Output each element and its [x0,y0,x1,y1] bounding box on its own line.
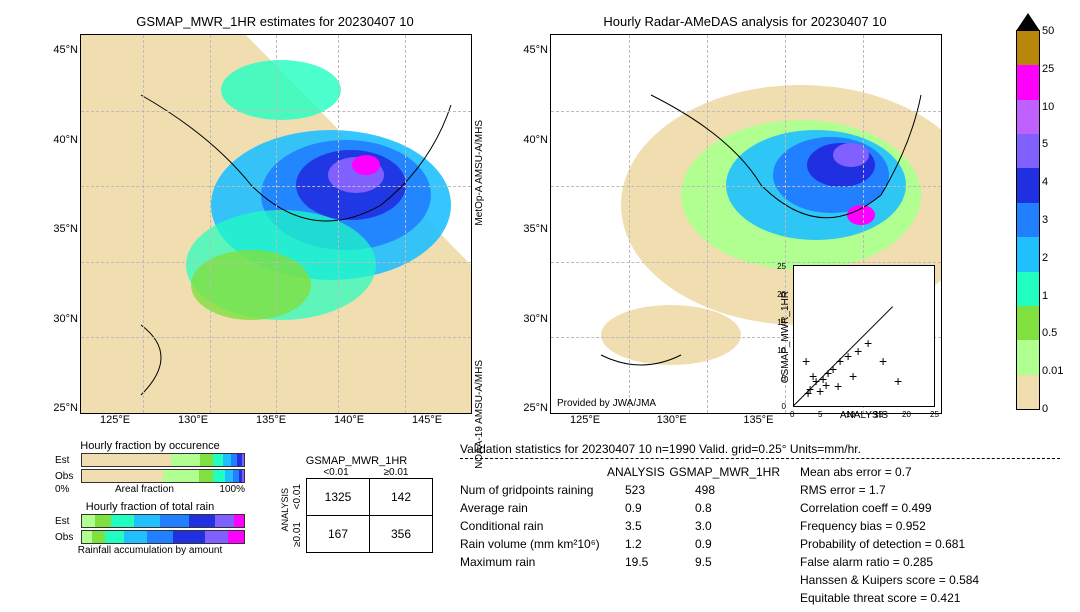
scatter-xlabel: ANALYSIS [794,410,934,421]
scatter-plot: +++ +++ +++ +++ +++ +++ ANALYSIS GSMAP_M… [793,265,935,407]
contingency-panel: GSMAP_MWR_1HR ANALYSIS <0.01 ≥0.01 <0.01… [280,455,433,553]
stats-score: Hanssen & Kuipers score = 0.584 [800,571,1060,589]
svg-text:+: + [822,377,830,393]
contingency-table: 1325142 167356 [306,478,433,553]
map-right-title: Hourly Radar-AMeDAS analysis for 2023040… [550,14,940,29]
svg-text:+: + [804,385,812,401]
frac-rain-obs-label: Obs [55,532,77,543]
stats-row-label: Num of gridpoints raining [460,481,625,499]
frac-occ-xlabel: Areal fraction [115,484,174,495]
frac-rain-obs-bar [81,530,245,544]
frac-occ-est-label: Est [55,455,77,466]
stats-score: Mean abs error = 0.7 [800,463,1060,481]
svg-text:+: + [834,378,842,394]
stats-title: Validation statistics for 20230407 10 n=… [460,442,1060,459]
frac-rain-est-bar [81,514,245,528]
frac-rain-footer: Rainfall accumulation by amount [55,545,245,556]
fraction-occurrence-panel: Hourly fraction by occurence Est Obs 0% … [55,440,245,556]
cont-row-1: ≥0.01 [292,522,306,547]
frac-occ-xmin: 0% [55,484,69,495]
cont-col-0: <0.01 [306,467,366,478]
svg-text:+: + [879,353,887,369]
scatter-ylabel: GSMAP_MWR_1HR [780,291,791,383]
stats-panel: Validation statistics for 20230407 10 n=… [460,442,1060,607]
frac-occ-title: Hourly fraction by occurence [55,440,245,452]
cont-10: 167 [307,516,370,553]
stats-row-label: Rain volume (mm km²10⁶) [460,535,625,553]
cont-row-0: <0.01 [292,484,306,509]
stats-row-label: Maximum rain [460,553,625,571]
stats-score: False alarm ratio = 0.285 [800,553,1060,571]
sat-label-1: MetOp-A AMSU-A/MHS [474,120,485,226]
svg-text:+: + [844,348,852,364]
cont-11: 356 [370,516,433,553]
frac-occ-obs-bar [81,469,245,483]
svg-text:+: + [802,353,810,369]
svg-text:+: + [836,353,844,369]
map-right-credit: Provided by JWA/JMA [557,398,656,409]
stats-score: RMS error = 1.7 [800,481,1060,499]
map-left-title: GSMAP_MWR_1HR estimates for 20230407 10 [80,14,470,29]
stats-row-label: Conditional rain [460,517,625,535]
svg-text:+: + [864,335,872,351]
stats-score: Frequency bias = 0.952 [800,517,1060,535]
frac-occ-xmax: 100% [219,484,245,495]
map-right-panel: Provided by JWA/JMA +++ +++ +++ +++ +++ … [550,34,942,414]
stats-score: Correlation coeff = 0.499 [800,499,1060,517]
frac-occ-obs-label: Obs [55,471,77,482]
colorbar: 502510543210.50.010 [1016,30,1040,410]
frac-occ-est-bar [81,453,245,467]
cont-00: 1325 [307,479,370,516]
stats-colh-1: GSMAP_MWR_1HR [669,463,780,481]
contingency-row-header: ANALYSIS [280,488,290,531]
svg-text:+: + [854,343,862,359]
stats-row-label: Average rain [460,499,625,517]
contingency-col-header: GSMAP_MWR_1HR [280,455,433,467]
map-left-panel [80,34,472,414]
frac-rain-est-label: Est [55,516,77,527]
stats-score: Probability of detection = 0.681 [800,535,1060,553]
svg-text:+: + [894,373,902,389]
svg-text:+: + [809,368,817,384]
stats-score: Equitable threat score = 0.421 [800,589,1060,607]
cont-col-1: ≥0.01 [366,467,426,478]
cont-01: 142 [370,479,433,516]
frac-rain-title: Hourly fraction of total rain [55,501,245,513]
stats-colh-0: ANALYSIS [607,463,669,481]
svg-text:+: + [849,368,857,384]
